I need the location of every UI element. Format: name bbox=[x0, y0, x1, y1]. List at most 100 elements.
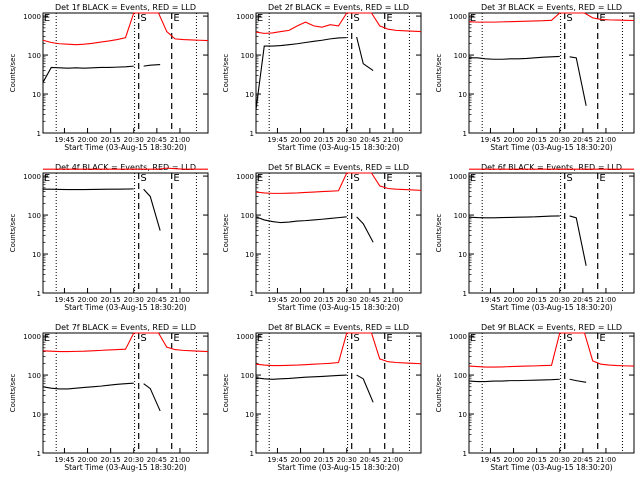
y-tick-label: 10 bbox=[245, 91, 254, 99]
y-axis-label: Counts/sec bbox=[435, 214, 443, 253]
y-tick-label: 100 bbox=[241, 52, 254, 60]
y-tick-label: 1 bbox=[250, 290, 254, 298]
x-tick-label: 20:15 bbox=[527, 136, 547, 144]
panel-title: Det 5f BLACK = Events, RED = LLD bbox=[268, 163, 409, 172]
axes-frame bbox=[42, 332, 209, 454]
axes-frame bbox=[255, 172, 422, 294]
x-axis-label: Start Time (03-Aug-15 18:30:20) bbox=[277, 143, 399, 152]
left-marker-label: E bbox=[44, 333, 50, 344]
x-tick-label: 21:00 bbox=[383, 296, 403, 304]
events-series-tail bbox=[569, 215, 587, 266]
events-series-tail bbox=[356, 374, 374, 403]
start-marker-label: S bbox=[353, 333, 359, 344]
panel-title: Det 7f BLACK = Events, RED = LLD bbox=[55, 323, 196, 332]
x-tick-label: 21:00 bbox=[596, 456, 616, 464]
events-series-tail bbox=[143, 64, 161, 67]
x-tick-label: 21:00 bbox=[170, 296, 190, 304]
y-axis-label: Counts/sec bbox=[9, 214, 17, 253]
y-tick-label: 10 bbox=[245, 411, 254, 419]
events-series-line bbox=[468, 215, 560, 219]
left-marker-label: E bbox=[257, 173, 263, 184]
panel-6: Det 6f BLACK = Events, RED = LLD 1 10 100 10… bbox=[435, 163, 635, 312]
left-marker-label: E bbox=[470, 333, 476, 344]
left-marker-label: E bbox=[257, 333, 263, 344]
y-axis-label: Counts/sec bbox=[222, 54, 230, 93]
x-tick-label: 20:45 bbox=[573, 136, 593, 144]
lld-series-line bbox=[43, 167, 208, 170]
x-tick-label: 20:15 bbox=[527, 456, 547, 464]
x-tick-label: 20:30 bbox=[124, 456, 144, 464]
y-axis-label: Counts/sec bbox=[9, 374, 17, 413]
x-tick-label: 21:00 bbox=[596, 296, 616, 304]
y-tick-label: 1000 bbox=[23, 173, 41, 181]
x-axis-label: Start Time (03-Aug-15 18:30:20) bbox=[490, 463, 612, 472]
panel-title: Det 8f BLACK = Events, RED = LLD bbox=[268, 323, 409, 332]
y-tick-label: 1 bbox=[37, 290, 41, 298]
x-tick-label: 19:45 bbox=[480, 136, 500, 144]
y-tick-label: 1000 bbox=[449, 173, 467, 181]
panel-3: Det 3f BLACK = Events, RED = LLD 1 10 100 10… bbox=[435, 3, 635, 152]
y-tick-label: 1000 bbox=[236, 333, 254, 341]
y-tick-label: 100 bbox=[454, 212, 467, 220]
panel-4: Det 4f BLACK = Events, RED = LLD 1 10 100 10… bbox=[9, 163, 209, 312]
y-tick-label: 1 bbox=[463, 290, 467, 298]
axes-frame bbox=[468, 12, 635, 134]
x-tick-label: 20:00 bbox=[290, 296, 310, 304]
axes-frame bbox=[255, 332, 422, 454]
axes-frame bbox=[42, 12, 209, 134]
y-tick-label: 10 bbox=[458, 411, 467, 419]
start-marker-label: S bbox=[140, 173, 146, 184]
end-marker-label: E bbox=[386, 13, 392, 24]
y-tick-label: 10 bbox=[458, 91, 467, 99]
end-marker-label: E bbox=[599, 333, 605, 344]
x-tick-label: 20:30 bbox=[124, 296, 144, 304]
x-tick-label: 20:00 bbox=[503, 456, 523, 464]
y-tick-label: 10 bbox=[32, 251, 41, 259]
axes-frame bbox=[468, 172, 635, 294]
x-tick-label: 20:15 bbox=[314, 296, 334, 304]
panel-1: Det 1f BLACK = Events, RED = LLD 1 10 100 10… bbox=[9, 3, 209, 152]
lld-series-line bbox=[42, 332, 209, 353]
x-axis-label: Start Time (03-Aug-15 18:30:20) bbox=[277, 303, 399, 312]
events-series-line bbox=[255, 374, 347, 380]
events-series-tail bbox=[143, 188, 161, 231]
x-axis-label: Start Time (03-Aug-15 18:30:20) bbox=[64, 463, 186, 472]
x-axis-label: Start Time (03-Aug-15 18:30:20) bbox=[277, 463, 399, 472]
y-tick-label: 1 bbox=[463, 130, 467, 138]
x-tick-label: 20:00 bbox=[77, 136, 97, 144]
events-series-line bbox=[42, 65, 134, 83]
y-tick-label: 1000 bbox=[236, 173, 254, 181]
x-tick-label: 21:00 bbox=[383, 136, 403, 144]
x-tick-label: 19:45 bbox=[267, 456, 287, 464]
panel-title: Det 1f BLACK = Events, RED = LLD bbox=[55, 3, 196, 12]
start-marker-label: S bbox=[566, 173, 572, 184]
y-tick-label: 1000 bbox=[449, 333, 467, 341]
end-marker-label: E bbox=[599, 173, 605, 184]
y-tick-label: 1000 bbox=[236, 13, 254, 21]
lld-series-line bbox=[468, 332, 635, 368]
panel-title: Det 4f BLACK = Events, RED = LLD bbox=[55, 163, 196, 172]
x-tick-label: 20:15 bbox=[314, 136, 334, 144]
axes-frame bbox=[468, 332, 635, 454]
y-tick-label: 100 bbox=[454, 372, 467, 380]
x-tick-label: 20:00 bbox=[77, 456, 97, 464]
axes-frame bbox=[255, 12, 422, 134]
x-tick-label: 20:15 bbox=[527, 296, 547, 304]
axes-frame bbox=[42, 172, 209, 294]
lld-series-line bbox=[42, 12, 209, 46]
start-marker-label: S bbox=[566, 333, 572, 344]
x-tick-label: 19:45 bbox=[267, 136, 287, 144]
y-tick-label: 1 bbox=[250, 450, 254, 458]
end-marker-label: E bbox=[599, 13, 605, 24]
panel-7: Det 7f BLACK = Events, RED = LLD 1 10 100 10… bbox=[9, 323, 209, 472]
start-marker-label: S bbox=[566, 13, 572, 24]
x-tick-label: 20:45 bbox=[360, 136, 380, 144]
end-marker-label: E bbox=[173, 333, 179, 344]
x-tick-label: 20:45 bbox=[573, 296, 593, 304]
y-axis-label: Counts/sec bbox=[222, 214, 230, 253]
y-tick-label: 100 bbox=[454, 52, 467, 60]
x-axis-label: Start Time (03-Aug-15 18:30:20) bbox=[490, 143, 612, 152]
x-tick-label: 20:15 bbox=[314, 456, 334, 464]
y-tick-label: 10 bbox=[245, 251, 254, 259]
